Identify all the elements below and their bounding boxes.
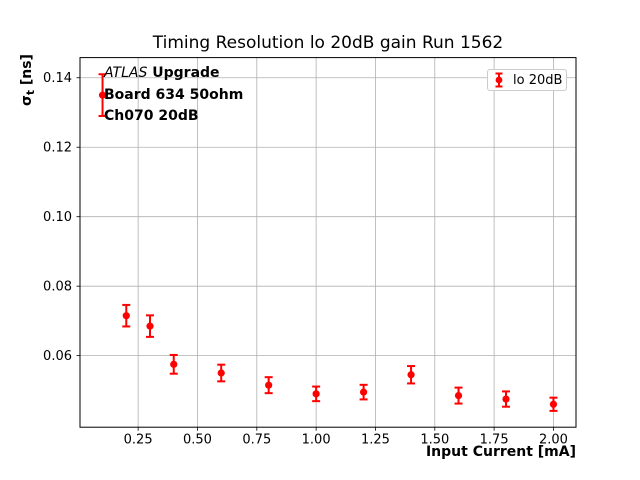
y-tick-label: 0.12	[43, 141, 72, 156]
annotation-upgrade-text: Upgrade	[147, 65, 220, 81]
annotation-line-channel: Ch070 20dB	[104, 108, 199, 124]
y-tick-label: 0.08	[43, 280, 72, 295]
x-tick-label: 2.00	[539, 433, 568, 448]
y-axis-label-units: [ns]	[19, 54, 35, 91]
x-tick-label: 0.75	[242, 433, 271, 448]
data-point	[407, 371, 415, 379]
y-axis-label-symbol: σ	[19, 95, 35, 106]
data-point	[549, 400, 558, 408]
legend-box: lo 20dB	[487, 69, 567, 91]
x-tick-label: 0.25	[124, 433, 153, 448]
data-point	[122, 312, 130, 320]
data-point	[312, 390, 320, 398]
data-point	[217, 369, 225, 377]
plot-annotation: ATLAS Upgrade Board 634 50ohm Ch070 20dB	[104, 63, 243, 128]
x-tick-label: 1.75	[480, 433, 509, 448]
y-tick-label: 0.14	[43, 71, 72, 86]
y-tick-label: 0.06	[43, 349, 72, 364]
x-axis-label: Input Current [mA]	[425, 444, 576, 460]
y-axis-label-subscript: t	[25, 90, 37, 96]
chart-title: Timing Resolution lo 20dB gain Run 1562	[152, 33, 504, 53]
data-point	[146, 322, 154, 330]
data-point	[98, 91, 107, 99]
data-point	[454, 391, 463, 400]
annotation-line-board: Board 634 50ohm	[104, 86, 244, 103]
legend-errorbar-icon	[495, 72, 503, 88]
data-point	[265, 381, 273, 389]
x-tick-label: 1.50	[420, 433, 449, 448]
x-tick-label: 1.25	[361, 433, 390, 448]
legend-entry-label: lo 20dB	[513, 72, 563, 88]
annotation-atlas-text: ATLAS	[104, 65, 148, 81]
y-tick-label: 0.10	[43, 210, 72, 225]
data-point	[502, 395, 510, 403]
data-point	[359, 388, 368, 396]
data-point	[170, 360, 178, 368]
annotation-line-experiment: ATLAS Upgrade	[104, 63, 243, 85]
x-tick-label: 1.00	[302, 433, 331, 448]
x-tick-label: 0.50	[183, 433, 212, 448]
axes-spines	[79, 57, 577, 428]
y-axis-label: σt [ns]	[19, 54, 37, 106]
